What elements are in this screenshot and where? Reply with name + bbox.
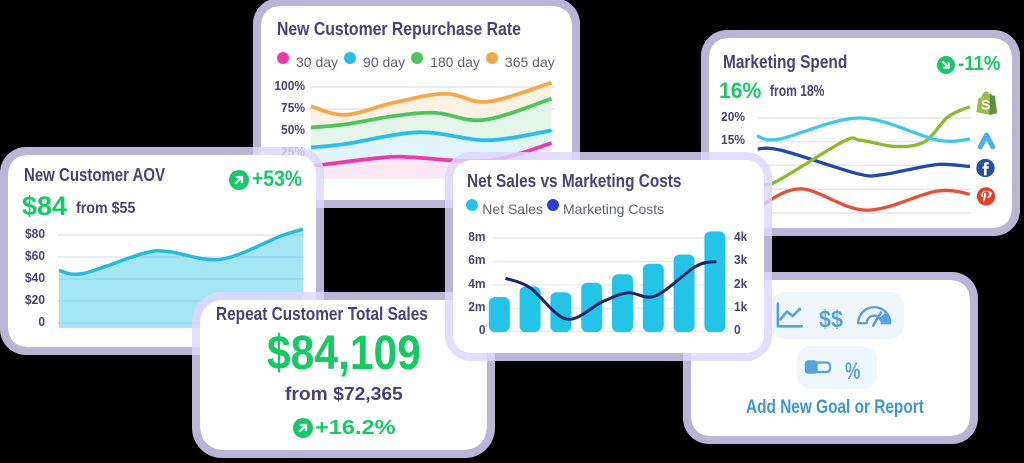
svg-text:S: S (981, 96, 990, 112)
